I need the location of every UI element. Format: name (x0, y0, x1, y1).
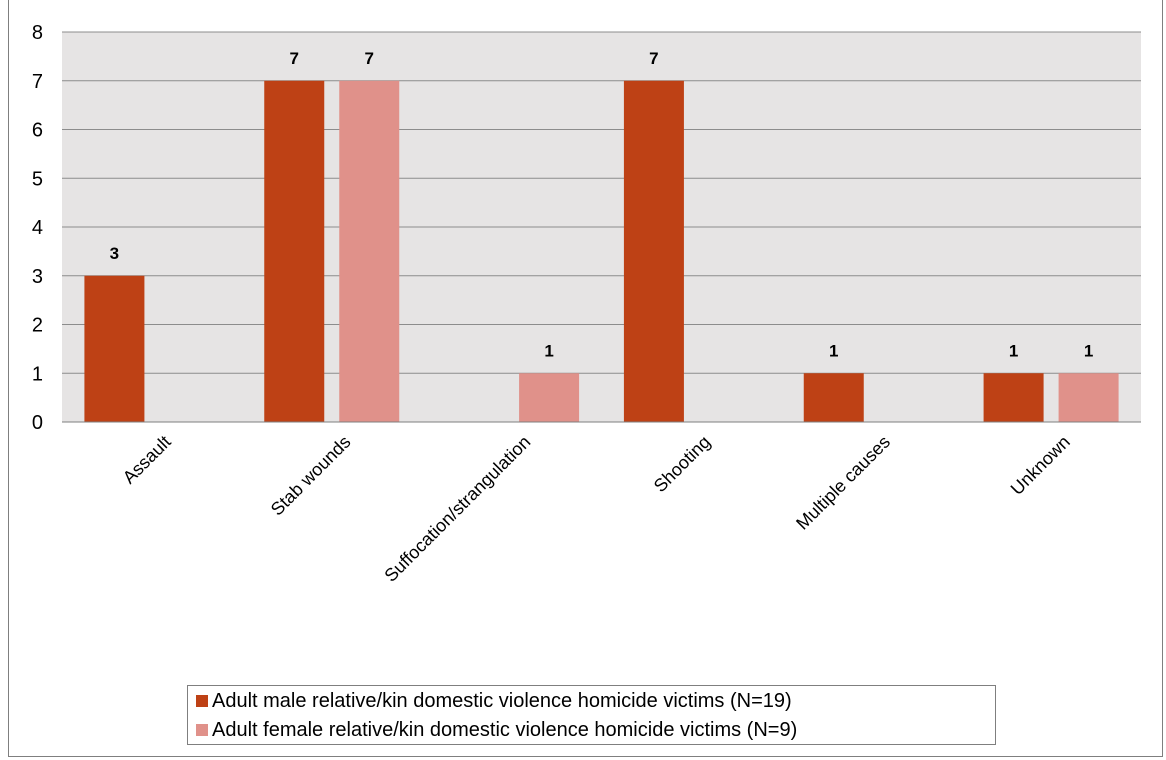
data-label-male-shooting: 7 (649, 49, 658, 68)
data-label-male-multiple-causes: 1 (829, 341, 838, 360)
bar-male-shooting (623, 80, 684, 422)
legend: Adult male relative/kin domestic violenc… (187, 685, 996, 745)
legend-entry-female: Adult female relative/kin domestic viole… (188, 716, 797, 744)
legend-swatch-male (196, 695, 208, 707)
bar-female-unknown (1058, 373, 1119, 422)
y-tick-label-7: 7 (32, 71, 43, 93)
chart-frame (8, 0, 1163, 757)
x-tick-label-shooting: Shooting (650, 432, 714, 496)
data-label-male-stab-wounds: 7 (290, 49, 299, 68)
y-tick-label-4: 4 (32, 217, 43, 239)
bars (84, 80, 1119, 422)
x-tick-label-stab-wounds: Stab wounds (267, 432, 355, 520)
y-tick-label-3: 3 (32, 266, 43, 288)
x-tick-label-multiple-causes: Multiple causes (792, 432, 894, 534)
bar-female-stab-wounds (339, 80, 400, 422)
data-label-female-unknown: 1 (1084, 341, 1093, 360)
x-axis-tick-labels: Assault Stab wounds Suffocation/strangulat… (119, 432, 1074, 586)
y-tick-label-0: 0 (32, 412, 43, 434)
legend-swatch-female (196, 724, 208, 736)
bar-female-suffocation-strangulation (519, 373, 580, 422)
gridlines (62, 31, 1141, 374)
y-tick-label-5: 5 (32, 168, 43, 190)
data-label-female-stab-wounds: 7 (365, 49, 374, 68)
y-tick-label-2: 2 (32, 315, 43, 337)
data-label-male-unknown: 1 (1009, 341, 1018, 360)
y-tick-label-8: 8 (32, 22, 43, 44)
bar-male-multiple-causes (803, 373, 864, 422)
legend-label-male: Adult male relative/kin domestic violenc… (212, 689, 792, 712)
x-tick-label-assault: Assault (119, 432, 175, 488)
bar-male-unknown (983, 373, 1044, 422)
y-tick-label-1: 1 (32, 363, 43, 385)
legend-entry-male: Adult male relative/kin domestic violenc… (188, 687, 792, 715)
bar-male-stab-wounds (264, 80, 325, 422)
data-label-female-suffocation-strangulation: 1 (544, 341, 553, 360)
y-axis-tick-labels: 0 1 2 3 4 5 6 7 8 (32, 22, 43, 434)
data-label-male-assault: 3 (110, 244, 119, 263)
x-tick-label-unknown: Unknown (1007, 432, 1074, 499)
legend-label-female: Adult female relative/kin domestic viole… (212, 718, 798, 741)
y-tick-label-6: 6 (32, 120, 43, 142)
bar-male-assault (84, 275, 145, 422)
data-labels: 3 7 7 1 7 1 1 1 (110, 49, 1094, 361)
x-tick-label-suffocation-strangulation: Suffocation/strangulation (380, 432, 534, 586)
